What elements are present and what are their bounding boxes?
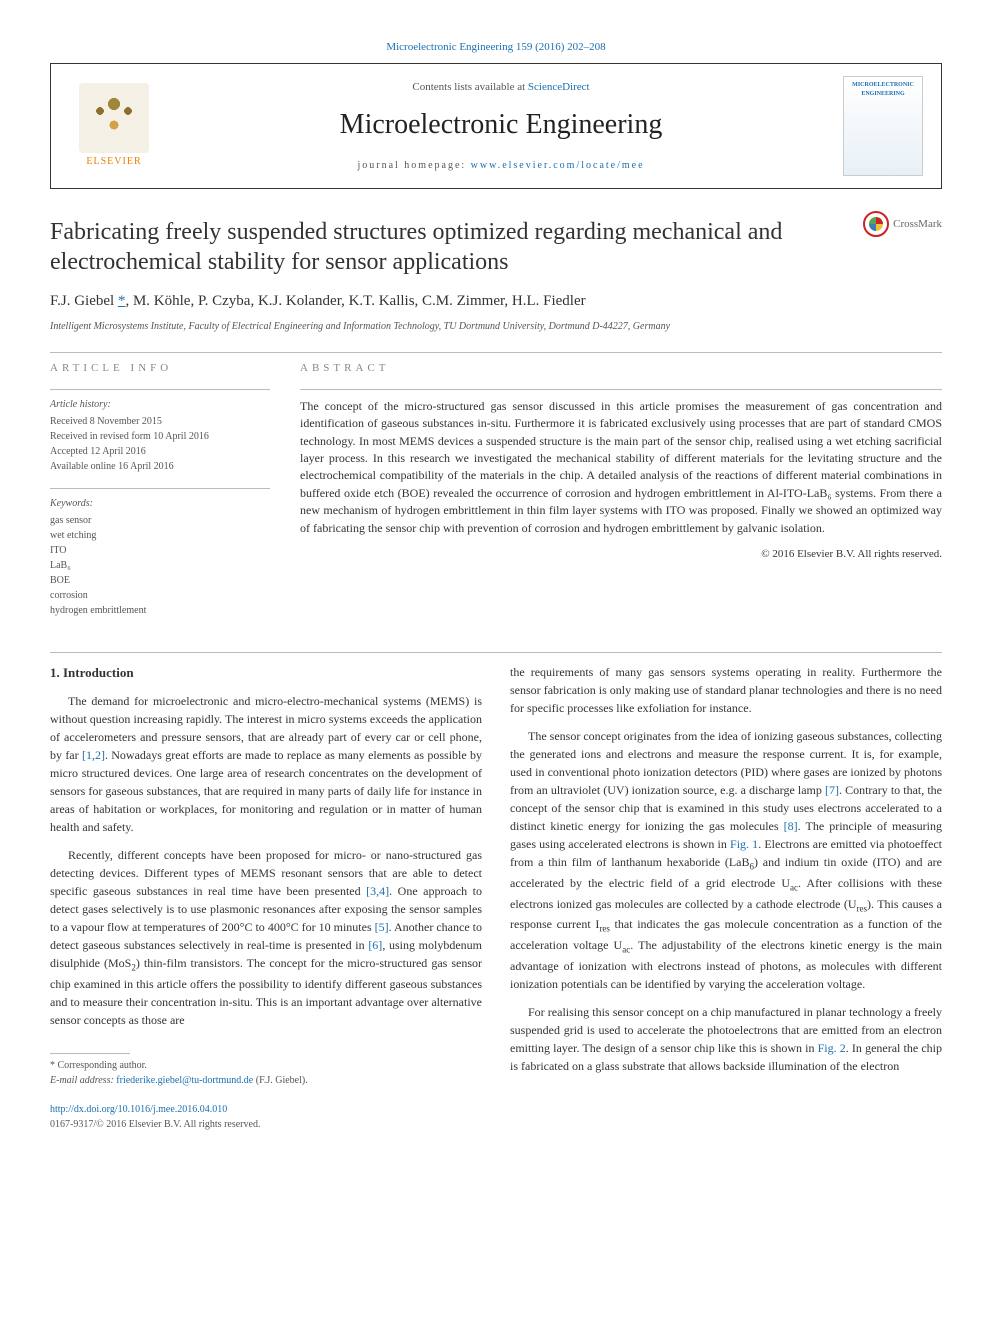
article-history: Article history: Received 8 November 201… [50, 398, 270, 474]
issn-line: 0167-9317/© 2016 Elsevier B.V. All right… [50, 1117, 482, 1132]
crossmark-badge[interactable]: CrossMark [863, 211, 942, 237]
footer-block: * Corresponding author. E-mail address: … [50, 1053, 482, 1132]
figure-link[interactable]: Fig. 1 [730, 837, 758, 851]
author-list: F.J. Giebel *, M. Köhle, P. Czyba, K.J. … [50, 291, 942, 312]
history-heading: Article history: [50, 398, 270, 412]
keyword: ITO [50, 543, 270, 558]
article-info: article info Article history: Received 8… [50, 361, 270, 631]
history-line: Accepted 12 April 2016 [50, 444, 270, 459]
publisher-name: ELSEVIER [86, 155, 141, 169]
citation-link[interactable]: [3,4] [366, 884, 389, 898]
sciencedirect-link[interactable]: ScienceDirect [528, 81, 590, 93]
journal-citation-link[interactable]: Microelectronic Engineering 159 (2016) 2… [386, 41, 605, 53]
citation-link[interactable]: [6] [368, 938, 382, 952]
body-paragraph: The demand for microelectronic and micro… [50, 692, 482, 836]
keyword: hydrogen embrittlement [50, 603, 270, 618]
email-link[interactable]: friederike.giebel@tu-dortmund.de [116, 1075, 253, 1086]
history-line: Received in revised form 10 April 2016 [50, 429, 270, 444]
body-paragraph: the requirements of many gas sensors sys… [510, 663, 942, 717]
body-paragraph: The sensor concept originates from the i… [510, 727, 942, 993]
meta-row: article info Article history: Received 8… [50, 361, 942, 631]
corresponding-author: * Corresponding author. [50, 1058, 482, 1073]
journal-header: ELSEVIER Contents lists available at Sci… [50, 63, 942, 189]
history-line: Available online 16 April 2016 [50, 459, 270, 474]
corresponding-marker[interactable]: * [118, 293, 126, 309]
left-column: 1. Introduction The demand for microelec… [50, 663, 482, 1132]
keyword: gas sensor [50, 513, 270, 528]
history-line: Received 8 November 2015 [50, 414, 270, 429]
crossmark-icon [863, 211, 889, 237]
doi-link[interactable]: http://dx.doi.org/10.1016/j.mee.2016.04.… [50, 1102, 482, 1117]
divider [50, 352, 942, 353]
elsevier-tree-icon [79, 83, 149, 153]
journal-cover-thumb: MICROELECTRONIC ENGINEERING [843, 76, 923, 176]
body-paragraph: Recently, different concepts have been p… [50, 846, 482, 1029]
body-paragraph: For realising this sensor concept on a c… [510, 1003, 942, 1075]
email-line: E-mail address: friederike.giebel@tu-dor… [50, 1073, 482, 1088]
publisher-logo: ELSEVIER [69, 81, 159, 171]
divider [50, 389, 270, 390]
section-heading-introduction: 1. Introduction [50, 663, 482, 683]
divider [300, 389, 942, 390]
keywords-block: Keywords: gas sensor wet etching ITO LaB… [50, 497, 270, 618]
abstract-text: The concept of the micro-structured gas … [300, 398, 942, 537]
journal-homepage: journal homepage: www.elsevier.com/locat… [159, 159, 843, 173]
article-title: Fabricating freely suspended structures … [50, 217, 942, 277]
journal-citation: Microelectronic Engineering 159 (2016) 2… [50, 40, 942, 55]
header-center: Contents lists available at ScienceDirec… [159, 80, 843, 173]
affiliation: Intelligent Microsystems Institute, Facu… [50, 320, 942, 334]
citation-link[interactable]: [5] [375, 920, 389, 934]
contents-available: Contents lists available at ScienceDirec… [159, 80, 843, 95]
abstract-label: abstract [300, 361, 942, 376]
abstract-copyright: © 2016 Elsevier B.V. All rights reserved… [300, 547, 942, 562]
divider [50, 488, 270, 489]
citation-link[interactable]: [7] [825, 783, 839, 797]
journal-name: Microelectronic Engineering [159, 105, 843, 144]
body-columns: 1. Introduction The demand for microelec… [50, 663, 942, 1132]
keyword: LaB₆ [50, 558, 270, 573]
keyword: wet etching [50, 528, 270, 543]
citation-link[interactable]: [1,2] [82, 748, 105, 762]
authors-text: F.J. Giebel *, M. Köhle, P. Czyba, K.J. … [50, 293, 586, 309]
homepage-link[interactable]: www.elsevier.com/locate/mee [471, 160, 645, 171]
citation-link[interactable]: [8] [784, 819, 798, 833]
right-column: the requirements of many gas sensors sys… [510, 663, 942, 1132]
keyword: BOE [50, 573, 270, 588]
article-info-label: article info [50, 361, 270, 376]
cover-title: MICROELECTRONIC ENGINEERING [848, 81, 918, 98]
figure-link[interactable]: Fig. 2 [818, 1041, 846, 1055]
abstract-block: abstract The concept of the micro-struct… [300, 361, 942, 631]
keyword: corrosion [50, 588, 270, 603]
crossmark-label: CrossMark [893, 217, 942, 232]
footnote-rule [50, 1053, 130, 1054]
keywords-heading: Keywords: [50, 497, 270, 511]
divider [50, 652, 942, 653]
